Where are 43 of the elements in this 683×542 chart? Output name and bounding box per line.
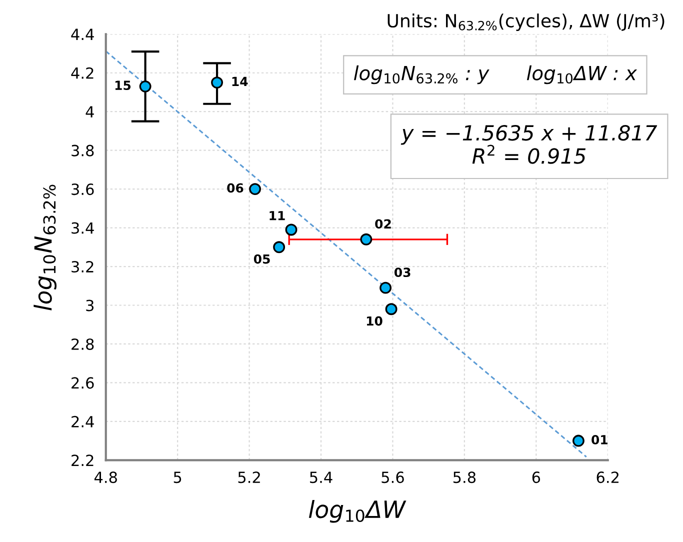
annotation: 02 (375, 219, 391, 229)
x-tick-label: 6 (532, 472, 540, 484)
annotation: 03 (394, 268, 410, 278)
point (211, 76, 224, 89)
x-tick-label: 4.8 (94, 472, 117, 484)
y-tick-label: 3.2 (72, 260, 94, 273)
point (249, 183, 262, 196)
annotation: 10 (366, 316, 382, 326)
x-tick-label: 5.2 (238, 472, 260, 484)
y-tick-label: 3 (86, 300, 94, 312)
y-tick-label: 4.4 (71, 28, 94, 40)
x-axis-title: log$_{10}$ΔW (308, 500, 406, 523)
point (139, 80, 152, 92)
point (285, 224, 298, 236)
point (385, 303, 398, 316)
annotation: log$_{10}$N$_{63.2%}$ : y log$_{10}$ΔW : x (354, 65, 638, 84)
point (380, 282, 392, 294)
point (360, 233, 372, 246)
y-tick-label: 2.2 (72, 454, 94, 466)
y-tick-label: 4 (86, 106, 94, 118)
y-tick-label: 2.8 (72, 338, 94, 350)
annotation: y = −1.5635 x + 11.817 R$^{2}$ = 0.915 (400, 124, 658, 164)
y-tick-label: 3.6 (72, 184, 94, 196)
point (273, 241, 286, 254)
annotation: 06 (227, 183, 244, 193)
annotation: 05 (254, 254, 270, 264)
x-tick-label: 5.6 (382, 472, 404, 484)
annotation: 14 (232, 76, 248, 86)
x-tick-label: 5 (174, 472, 182, 484)
annotation: 15 (115, 80, 131, 90)
y-tick-label: 3.8 (72, 144, 94, 156)
y-tick-label: 2.6 (72, 377, 94, 389)
y-tick-label: 4.2 (71, 67, 94, 79)
y-tick-label: 2.4 (72, 416, 94, 428)
x-tick-label: 6.2 (596, 472, 618, 484)
chart-title: Units: N$_{63.2%}$(cycles), ΔW (J/m³) (388, 14, 664, 32)
y-axis-title: log$_{10}$N$_{63.2%}$ (34, 184, 57, 310)
annotation: 01 (592, 434, 608, 444)
y-tick-label: 3.4 (72, 222, 94, 234)
point (572, 434, 584, 447)
x-tick-label: 5.4 (310, 472, 332, 484)
annotation: 11 (270, 211, 285, 220)
x-tick-label: 5.8 (453, 472, 476, 484)
